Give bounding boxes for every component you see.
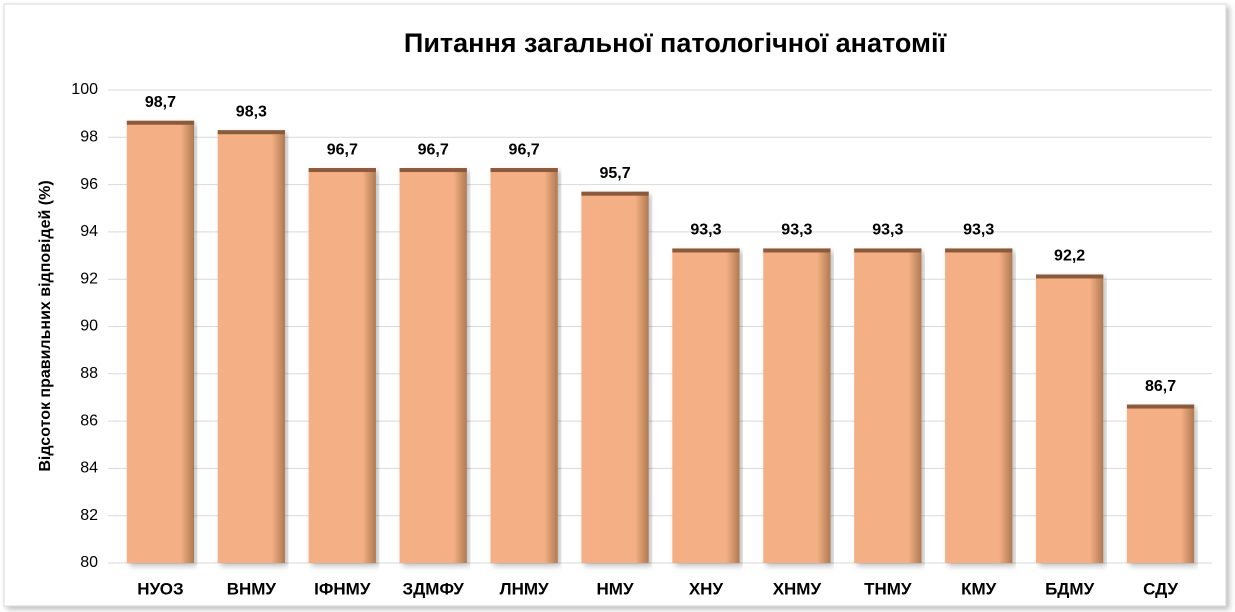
bar-top-edge: [1035, 274, 1104, 279]
x-tick-label: ІФНМУ: [314, 579, 371, 598]
x-tick-label: КМУ: [961, 579, 997, 598]
bar-top-edge: [945, 248, 1013, 253]
bar: [126, 120, 195, 564]
bar-top-edge: [1126, 404, 1195, 409]
y-tick-label: 88: [80, 365, 98, 382]
bar-top-edge: [308, 168, 376, 173]
bar-top-edge: [399, 168, 467, 173]
bar: [763, 248, 831, 563]
x-tick-label: БДМУ: [1045, 579, 1094, 598]
data-label: 92,2: [1054, 248, 1085, 265]
x-tick-label: НМУ: [597, 579, 634, 598]
data-label: 95,7: [599, 165, 630, 182]
data-label: 96,7: [418, 141, 449, 158]
data-label: 93,3: [690, 222, 721, 239]
y-tick-label: 100: [71, 81, 98, 98]
y-tick-label: 84: [80, 460, 98, 477]
bar-top-edge: [763, 248, 831, 253]
bar-top-edge: [854, 248, 922, 253]
data-label: 96,7: [509, 141, 540, 158]
bar: [490, 168, 558, 564]
chart-title: Питання загальної патологічної анатомії: [404, 28, 948, 58]
bar: [217, 130, 286, 563]
y-tick-label: 80: [80, 554, 98, 571]
y-tick-label: 90: [80, 318, 98, 335]
x-tick-label: ХНМУ: [773, 579, 822, 598]
x-tick-label: СДУ: [1143, 579, 1178, 598]
data-label: 96,7: [327, 141, 358, 158]
data-label: 98,3: [236, 103, 267, 120]
bar-top-edge: [672, 248, 740, 253]
y-tick-label: 86: [80, 412, 98, 429]
bar-top-edge: [581, 191, 649, 196]
bar: [1126, 404, 1195, 563]
x-tick-label: ЛНМУ: [500, 579, 549, 598]
x-tick-label: НУОЗ: [137, 579, 183, 598]
bar: [672, 248, 740, 563]
bar: [399, 168, 467, 564]
data-label: 98,7: [145, 94, 176, 111]
bar: [854, 248, 922, 563]
x-tick-label: ХНУ: [689, 579, 724, 598]
y-axis-label: Відсоток правильних відповідей (%): [37, 180, 54, 471]
bar-top-edge: [490, 168, 558, 173]
y-tick-label: 96: [80, 176, 98, 193]
x-tick-label: ЗДМФУ: [403, 579, 465, 598]
y-tick-label: 92: [80, 270, 98, 287]
bar: [1035, 274, 1104, 563]
y-tick-label: 82: [80, 507, 98, 524]
data-label: 93,3: [872, 222, 903, 239]
y-tick-label: 94: [80, 223, 98, 240]
y-tick-label: 98: [80, 129, 98, 146]
x-tick-label: ТНМУ: [864, 579, 912, 598]
data-label: 93,3: [781, 222, 812, 239]
bar-top-edge: [126, 120, 195, 125]
bar: [308, 168, 376, 564]
bar: [945, 248, 1013, 563]
x-tick-label: ВНМУ: [227, 579, 277, 598]
bar-top-edge: [217, 130, 286, 135]
data-label: 86,7: [1145, 378, 1176, 395]
data-label: 93,3: [963, 222, 994, 239]
bar: [581, 191, 649, 563]
